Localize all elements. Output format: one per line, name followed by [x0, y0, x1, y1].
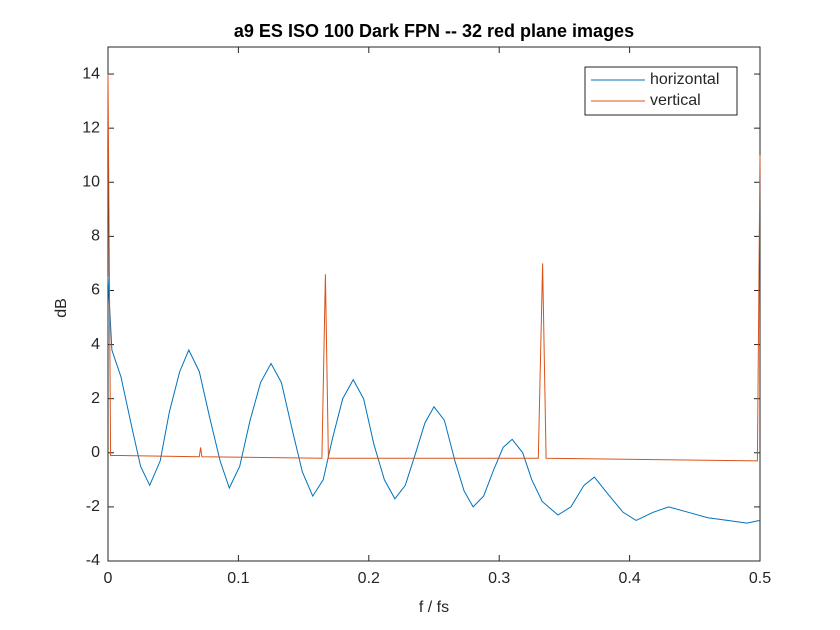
- x-tick-label: 0.3: [488, 570, 510, 587]
- y-tick-label: 0: [91, 444, 100, 461]
- y-tick-label: -2: [86, 498, 100, 515]
- legend-label: vertical: [650, 92, 701, 109]
- y-tick-label: 12: [82, 119, 100, 136]
- y-tick-label: 4: [91, 336, 100, 353]
- line-series: [107, 74, 761, 462]
- y-tick-label: 14: [82, 65, 100, 82]
- x-tick-label: 0.4: [618, 570, 640, 587]
- line-series: [107, 276, 761, 524]
- y-tick-label: 8: [91, 228, 100, 245]
- x-tick-label: 0.5: [749, 570, 771, 587]
- legend-label: horizontal: [650, 71, 719, 88]
- y-tick-label: 6: [91, 282, 100, 299]
- plot-area: [107, 46, 761, 562]
- x-tick-label: 0: [104, 570, 113, 587]
- y-tick-label: 10: [82, 173, 100, 190]
- y-tick-label: -4: [86, 552, 100, 569]
- x-tick-label: 0.1: [227, 570, 249, 587]
- x-tick-label: 0.2: [358, 570, 380, 587]
- y-axis-label: dB: [53, 298, 70, 318]
- y-tick-label: 2: [91, 390, 100, 407]
- legend: [584, 66, 738, 116]
- chart-title: a9 ES ISO 100 Dark FPN -- 32 red plane i…: [234, 21, 634, 41]
- x-axis-label: f / fs: [419, 599, 449, 616]
